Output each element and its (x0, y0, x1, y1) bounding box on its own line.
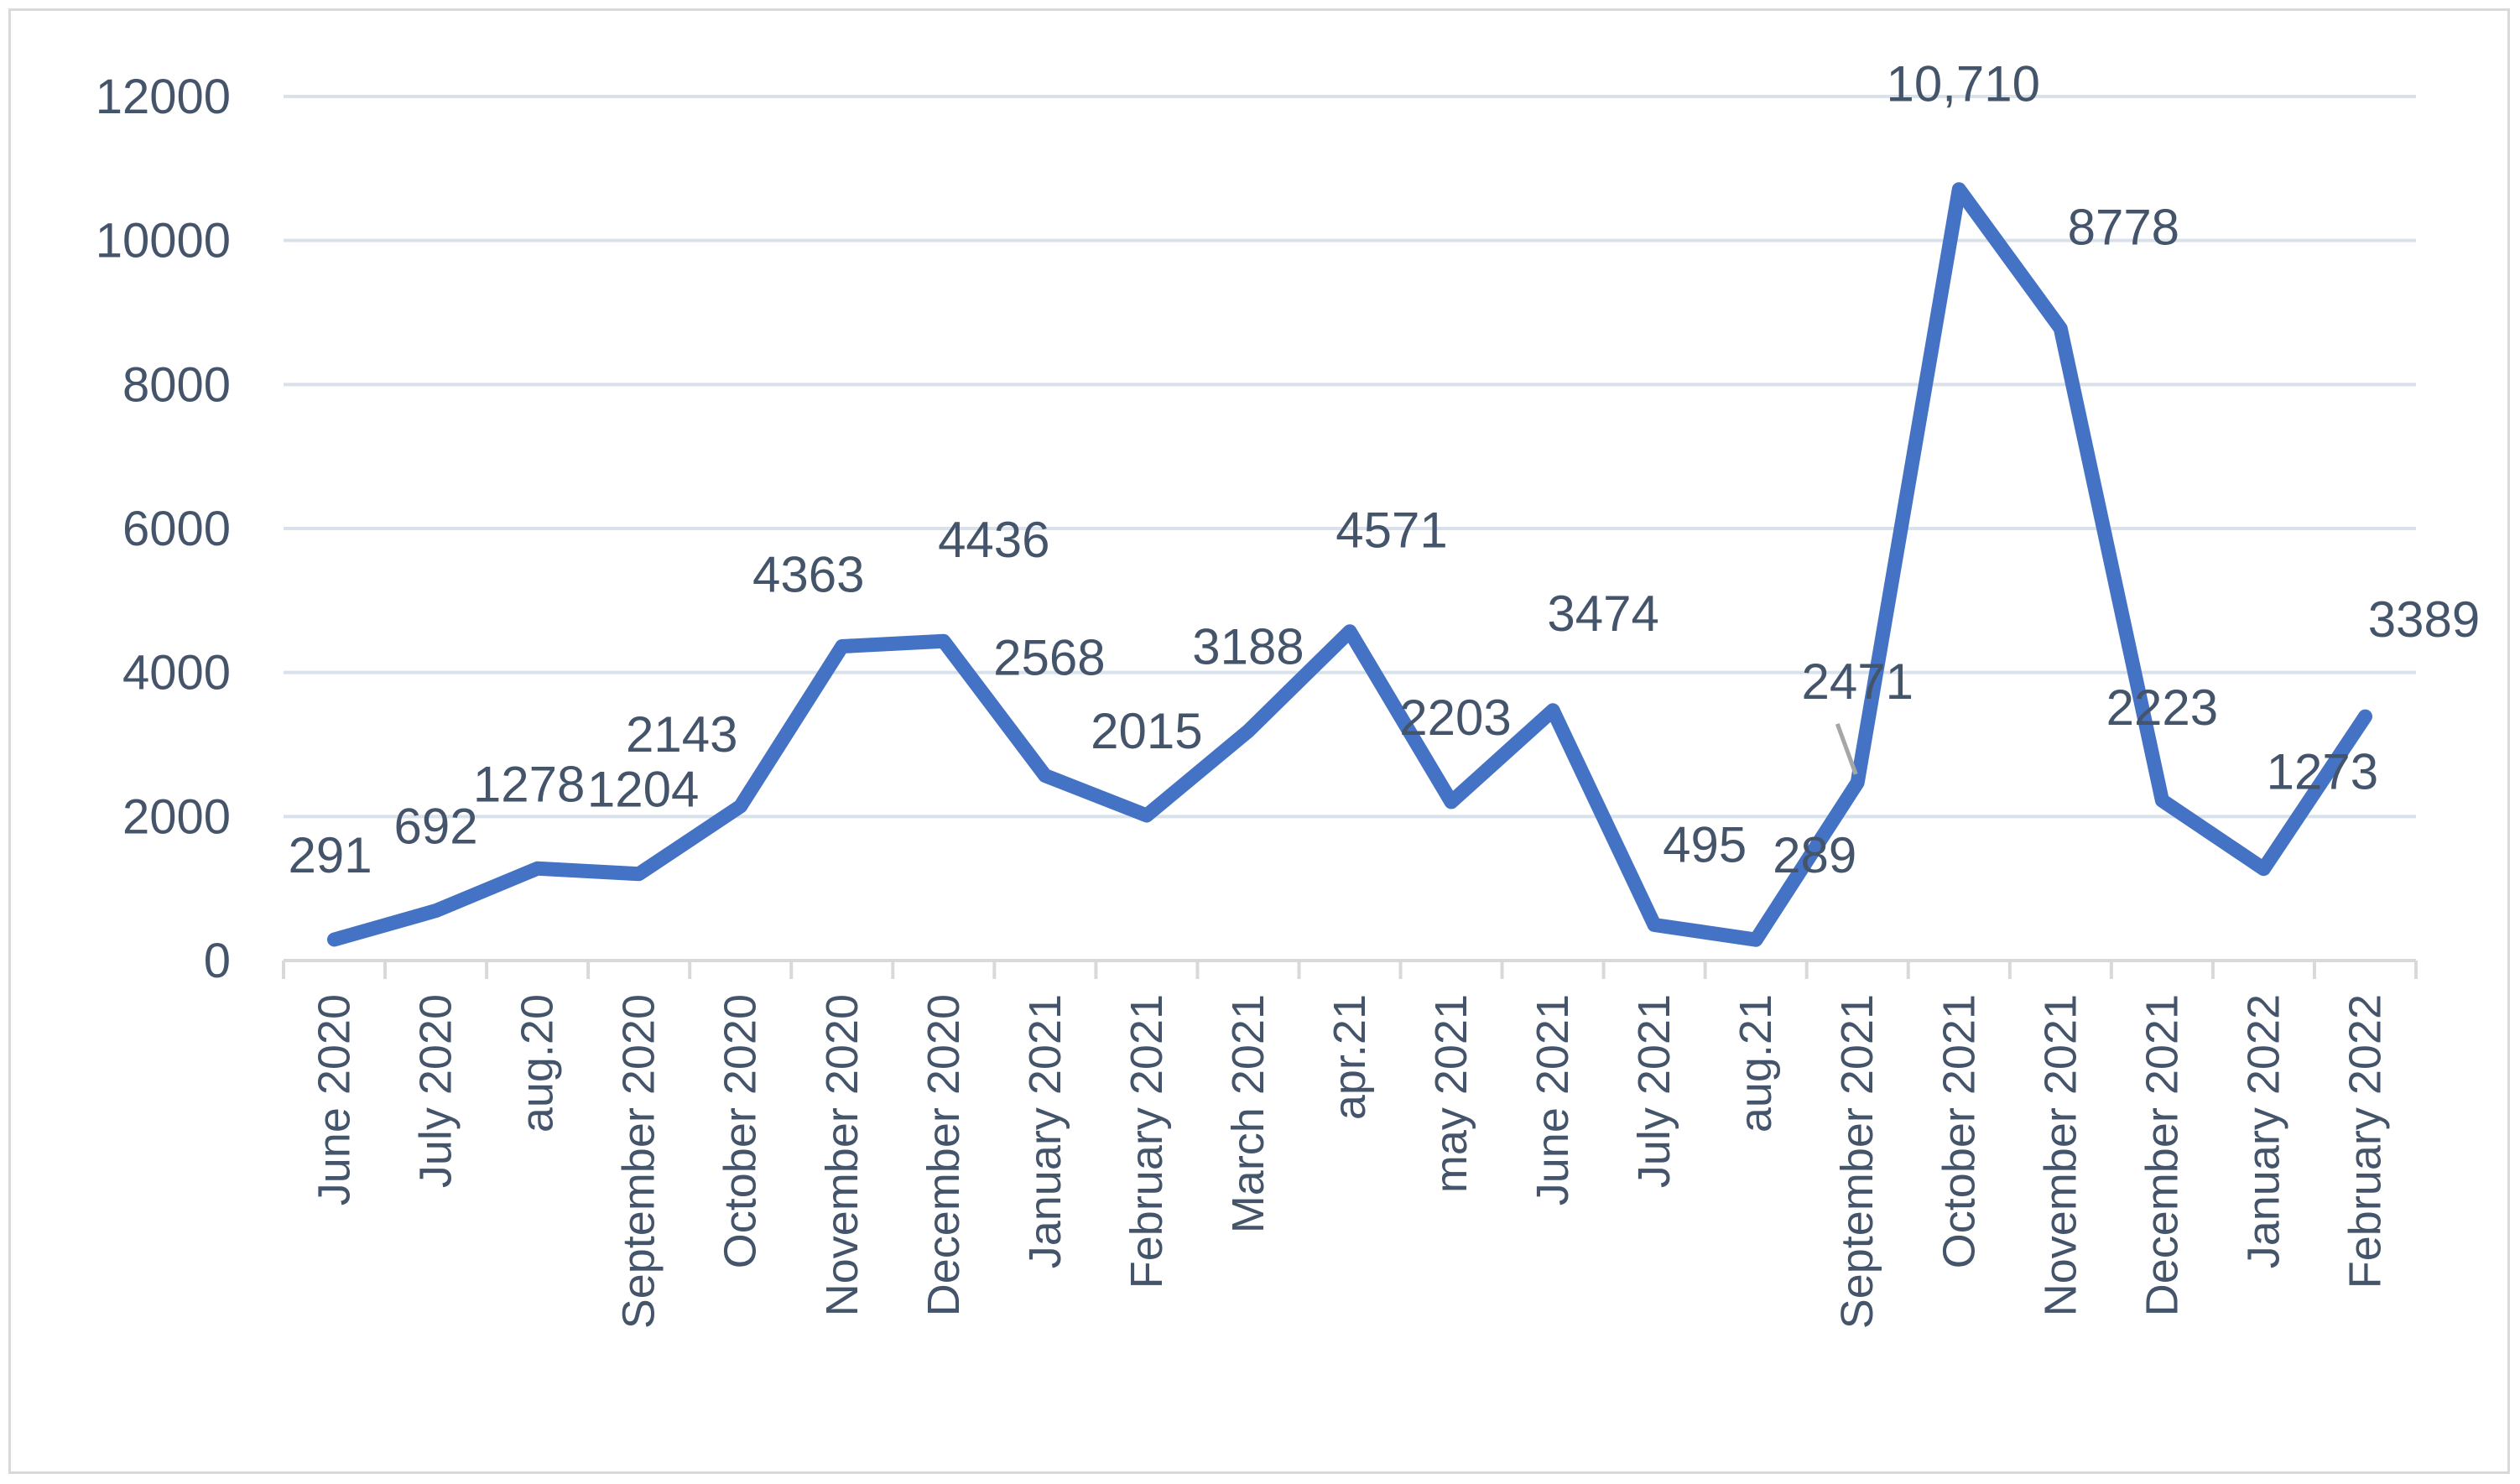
x-category-label: January 2022 (2238, 994, 2288, 1268)
data-label: 2223 (2106, 680, 2218, 736)
x-category-label: may 2021 (1426, 994, 1476, 1193)
data-point (1552, 709, 1554, 711)
data-point (2262, 867, 2265, 870)
data-label-leader-line (1835, 723, 1858, 775)
data-point (1044, 774, 1046, 777)
x-category-label: March 2021 (1223, 994, 1273, 1233)
data-point (1958, 188, 1960, 190)
x-category-label: apr.21 (1325, 994, 1375, 1120)
x-category-label: February 2022 (2340, 994, 2390, 1289)
x-category-label: September 2020 (614, 994, 664, 1329)
x-category-label: aug.20 (513, 994, 563, 1133)
data-point (1856, 781, 1859, 784)
x-category-label: February 2021 (1122, 994, 1172, 1289)
x-category-label: January 2021 (1020, 994, 1070, 1268)
x-category-label: July 2020 (411, 994, 461, 1188)
series-line-path (327, 182, 2372, 947)
data-label: 1273 (2267, 744, 2378, 800)
x-axis-category-labels: June 2020 July 2020 aug.20 September 2020 Oc… (310, 994, 2391, 1329)
x-category-label: November 2020 (817, 994, 867, 1316)
data-label: 289 (1773, 827, 1856, 883)
y-tick-label: 4000 (122, 646, 231, 700)
y-tick-label: 12000 (96, 70, 231, 124)
data-point (739, 805, 742, 808)
data-point (1145, 815, 1148, 817)
data-point (333, 939, 336, 941)
y-tick-label: 10000 (96, 214, 231, 268)
x-category-label: July 2021 (1629, 994, 1679, 1188)
x-category-label: aug.21 (1731, 994, 1781, 1133)
chart-frame: 0 2000 4000 6000 8000 10000 12000 June 2020 Jul… (8, 8, 2510, 1474)
data-label: 3188 (1192, 618, 1304, 674)
data-label: 1278 (473, 756, 585, 812)
x-axis (282, 959, 2418, 979)
y-tick-label: 6000 (122, 502, 231, 556)
x-category-label: November 2021 (2035, 994, 2085, 1316)
data-label: 291 (288, 827, 372, 883)
data-point (435, 909, 437, 912)
x-category-label: September 2021 (1832, 994, 1882, 1329)
data-label: 2203 (1399, 690, 1511, 746)
data-point (1450, 800, 1453, 803)
data-label: 3389 (2368, 591, 2480, 648)
series-line (327, 182, 2372, 947)
data-point (1755, 939, 1757, 941)
data-label: 2143 (626, 706, 737, 763)
data-label: 8778 (2068, 200, 2179, 256)
data-label: 495 (1663, 817, 1747, 873)
data-label: 1204 (587, 762, 699, 818)
data-label: 2015 (1091, 703, 1202, 759)
data-point (1653, 924, 1656, 926)
x-category-label: October 2020 (716, 994, 766, 1268)
line-chart: 0 2000 4000 6000 8000 10000 12000 June 2020 Jul… (96, 56, 2481, 1330)
data-point (2364, 716, 2366, 718)
x-category-label: December 2021 (2137, 994, 2187, 1316)
data-point (536, 867, 539, 870)
data-label: 4363 (752, 547, 864, 603)
y-tick-label: 0 (204, 934, 231, 988)
data-label: 692 (394, 799, 478, 855)
x-category-label: June 2021 (1528, 994, 1578, 1205)
data-label: 10,710 (1887, 56, 2041, 112)
y-tick-label: 8000 (122, 357, 231, 412)
data-label: 2568 (993, 630, 1105, 686)
data-point (638, 872, 640, 875)
x-category-label: June 2020 (310, 994, 360, 1205)
data-point (2161, 799, 2163, 802)
x-category-label: December 2020 (919, 994, 969, 1316)
gridlines (284, 95, 2416, 819)
data-point (2059, 327, 2062, 330)
data-point (1247, 730, 1249, 732)
y-axis-tick-labels: 0 2000 4000 6000 8000 10000 12000 (96, 70, 231, 988)
data-point (841, 645, 843, 648)
data-label: 2471 (1801, 653, 1913, 710)
x-category-label: October 2021 (1934, 994, 1984, 1268)
y-tick-label: 2000 (122, 789, 231, 844)
data-label: 4436 (938, 512, 1049, 568)
data-label: 4571 (1335, 502, 1447, 559)
data-point (1349, 630, 1351, 633)
data-point (942, 640, 945, 643)
data-label: 3474 (1547, 586, 1658, 642)
